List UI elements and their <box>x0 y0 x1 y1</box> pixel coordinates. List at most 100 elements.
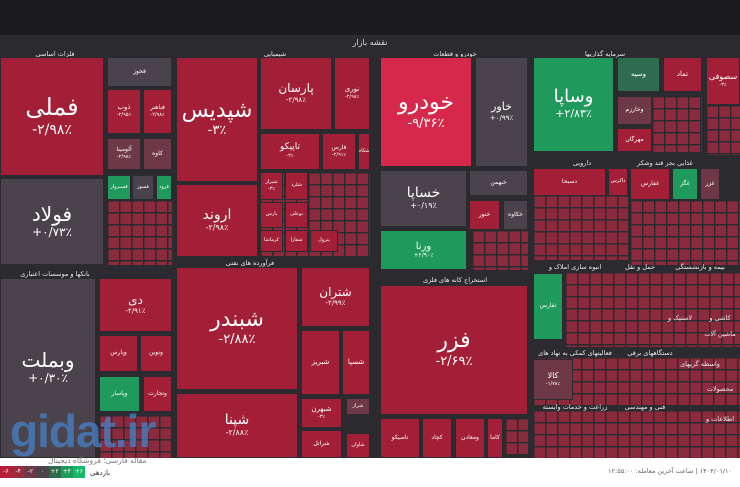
sector-label: ماشین آلات <box>704 330 736 338</box>
stock-symbol: دی <box>128 292 143 307</box>
stock-tile[interactable]: دی -۲/۹۱٪ <box>99 278 172 332</box>
stock-tile[interactable]: مهرگان <box>617 128 652 152</box>
stock-symbol: تماد <box>676 69 689 78</box>
stock-tile[interactable]: نوری -۲/۹۸٪ <box>334 57 370 130</box>
stock-tile[interactable]: خکاوه <box>503 200 528 230</box>
stock-tile[interactable]: شسپا <box>342 330 370 395</box>
stock-tile[interactable]: غزر <box>700 168 720 200</box>
stock-tile[interactable]: فزر -۲/۶۹٪ <box>380 285 528 415</box>
stock-tile[interactable]: تماد <box>663 57 702 92</box>
stock-tile[interactable]: خاور +۰/۹۹٪ <box>475 57 528 167</box>
stock-tile[interactable]: کالا -۱/۷۸٪ <box>533 359 573 400</box>
stock-tile[interactable]: فارس -۲/۹۱٪ <box>322 133 356 170</box>
stock-symbol: شسپا <box>347 357 365 366</box>
stock-tile[interactable]: خساپا +۰/۱۹٪ <box>380 170 467 227</box>
stock-symbol: شبریز <box>311 357 330 366</box>
stock-symbol: کالا <box>547 370 559 380</box>
stock-tile[interactable]: وبملت +۰/۳۰٪ <box>0 278 96 458</box>
stock-tile[interactable]: فسوز <box>132 175 154 200</box>
stock-tile[interactable]: ونوین <box>140 335 172 372</box>
stock-tile[interactable]: فرود <box>156 175 172 200</box>
stock-tile[interactable]: دسبحا <box>533 168 606 196</box>
stock-tile[interactable]: اروند -۲/۹۸٪ <box>176 184 258 257</box>
stock-tile[interactable]: شبریز <box>301 330 340 395</box>
small-stocks-cluster <box>99 415 172 458</box>
legend-step: ۰ <box>36 466 49 478</box>
stock-tile[interactable]: شراز <box>346 398 370 415</box>
stock-symbol: فسبزوار <box>110 183 128 190</box>
stock-symbol: وپارس <box>110 349 127 357</box>
stock-change: +۲/۸۳٪ <box>555 107 592 121</box>
legend-step: +۶ <box>72 466 85 478</box>
stock-tile[interactable]: شلرد <box>285 172 308 200</box>
stock-tile[interactable]: شپنا -۲/۸۸٪ <box>176 393 298 458</box>
stock-tile[interactable]: وسپه <box>617 57 660 92</box>
stock-tile[interactable]: کاوه <box>143 138 172 170</box>
stock-tile[interactable]: فملی -۲/۹۸٪ <box>0 57 104 176</box>
stock-tile[interactable]: شفارا <box>285 230 308 252</box>
stock-change: +۲/۹۰٪ <box>413 251 434 259</box>
stock-tile[interactable]: وپارس <box>99 335 138 372</box>
last-update: ۱۴۰۴/۰۱/۱۰ | ساعت آخرین معامله: ۱۲:۵۵:۰۰ <box>608 467 732 475</box>
small-stocks-cluster <box>472 230 528 270</box>
stock-tile[interactable]: ومعادن <box>455 418 485 458</box>
stock-change: -۲/۶۹٪ <box>435 353 473 369</box>
stock-symbol: بوعلی <box>290 211 303 218</box>
sector-label: واسطه گریهای <box>680 360 720 368</box>
stock-tile[interactable]: تاپیکو -۳٪ <box>260 133 320 170</box>
stock-symbol: کاما <box>490 433 500 441</box>
sector-label: کاشی و <box>709 314 731 322</box>
stock-tile[interactable]: شبندر -۲/۸۸٪ <box>176 267 298 390</box>
stock-change: +۰/۹۹٪ <box>489 113 514 122</box>
stock-tile[interactable]: شاوان <box>346 433 370 458</box>
stock-tile[interactable]: خنور <box>469 200 500 230</box>
small-stocks-cluster <box>533 410 740 458</box>
sector-label: محصولات <box>706 385 734 393</box>
stock-tile[interactable]: کچاد <box>422 418 452 458</box>
stock-tile[interactable]: شپدیس -۳٪ <box>176 57 258 182</box>
stock-tile[interactable]: پارس <box>260 202 283 228</box>
stock-tile[interactable]: شتران -۲/۹۹٪ <box>301 267 370 327</box>
stock-tile[interactable]: ذاکرس <box>608 168 628 196</box>
small-stocks-cluster <box>505 418 528 455</box>
stock-tile[interactable]: خبهمن <box>469 170 528 196</box>
stock-symbol: فولاد <box>31 201 73 226</box>
stock-tile[interactable]: غفارس <box>630 168 670 200</box>
stock-tile[interactable]: پارسان -۲/۹۸٪ <box>260 57 332 130</box>
stock-symbol: شبهرن <box>311 404 332 413</box>
stock-change: +۰/۷۳٪ <box>32 224 72 239</box>
stock-tile[interactable]: تاصیکو <box>380 418 420 458</box>
stock-symbol: نوری <box>344 85 360 94</box>
stock-tile[interactable]: بوعلی <box>285 202 308 228</box>
stock-tile[interactable]: وساپا +۲/۸۳٪ <box>533 57 614 152</box>
stock-change: -۳٪ <box>286 153 294 160</box>
stock-symbol: وبملت <box>21 348 75 373</box>
stock-tile[interactable]: سصوفی -۳٪ <box>706 57 740 105</box>
stock-tile[interactable]: فباهنر -۲/۹۸٪ <box>143 89 172 134</box>
stock-symbol: پترول <box>318 237 330 244</box>
stock-tile[interactable]: وپاسار <box>99 376 140 412</box>
stock-tile[interactable]: ورنا +۲/۹۰٪ <box>380 230 467 270</box>
stock-tile[interactable]: شکام <box>358 133 370 170</box>
stock-symbol: شپدیس <box>181 97 253 123</box>
stock-symbol: شاوان <box>351 441 365 448</box>
stock-tile[interactable]: فخوز <box>107 57 172 87</box>
stock-tile[interactable]: کرماشا <box>260 230 283 252</box>
stock-tile[interactable]: وتجارت <box>143 376 172 412</box>
stock-tile[interactable]: غگز <box>672 168 698 200</box>
stock-tile[interactable]: ثفارس <box>533 273 563 340</box>
stock-tile[interactable]: خودرو -۹/۳۶٪ <box>380 57 472 167</box>
stock-tile[interactable]: آلومینا -۲/۹۸٪ <box>107 138 141 170</box>
sector-label: فلزات اساسی <box>35 50 75 58</box>
stock-tile[interactable]: پترول <box>310 230 338 252</box>
stock-tile[interactable]: شبهرن -۳٪ <box>301 398 342 428</box>
stock-tile[interactable]: شراتل <box>301 430 342 458</box>
stock-tile[interactable]: ذوب -۲/۹۵٪ <box>107 89 141 134</box>
legend-step: +۲ <box>48 466 61 478</box>
stock-tile[interactable]: شیراز -۳٪ <box>260 172 283 200</box>
stock-tile[interactable]: فسبزوار <box>107 175 131 200</box>
stock-change: -۳٪ <box>207 123 227 139</box>
stock-tile[interactable]: کاما <box>487 418 503 458</box>
stock-tile[interactable]: فولاد +۰/۷۳٪ <box>0 178 104 265</box>
stock-tile[interactable]: وخارزم <box>617 96 652 125</box>
